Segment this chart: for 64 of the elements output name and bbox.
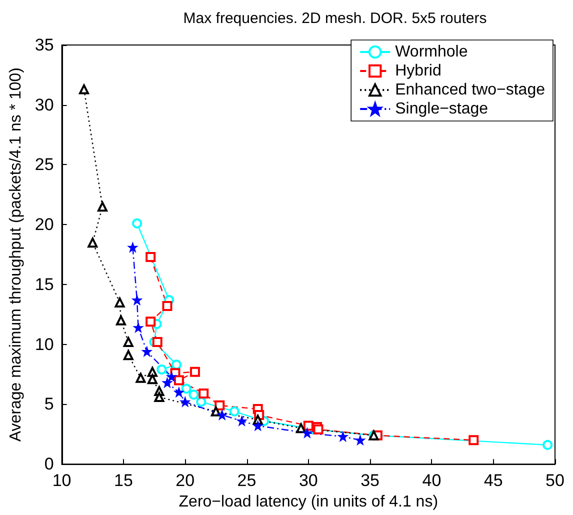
point (142, 346, 152, 356)
point (296, 423, 306, 434)
point (147, 374, 158, 384)
point (196, 396, 206, 407)
point (132, 218, 142, 228)
x-tick-label: 30 (298, 471, 318, 490)
point (154, 392, 164, 402)
x-tick-label: 45 (484, 471, 503, 490)
point (162, 301, 172, 312)
point (174, 388, 184, 397)
y-tick-label: 5 (44, 394, 54, 414)
point (174, 375, 184, 386)
y-tick-label: 25 (34, 155, 54, 174)
legend-label: Enhanced two−stage (395, 82, 546, 98)
point (217, 410, 227, 420)
point (128, 242, 138, 252)
x-tick-label: 25 (237, 471, 256, 490)
point (468, 435, 479, 446)
point (79, 84, 90, 94)
point (198, 388, 209, 398)
y-tick-label: 30 (34, 95, 54, 114)
point (134, 322, 143, 332)
point (214, 400, 225, 410)
y-tick-label: 35 (34, 36, 54, 54)
point (152, 336, 162, 347)
x-tick-label: 35 (360, 471, 380, 490)
point (542, 440, 553, 450)
legend-label: Single−stage (395, 100, 488, 118)
x-axis-title: Zero−load latency (in units of 4.1 ns) (178, 494, 438, 510)
point (132, 295, 142, 305)
point (338, 432, 348, 442)
point (116, 315, 126, 326)
y-tick-label: 0 (44, 454, 54, 474)
legend-label: Hybrid (395, 62, 442, 80)
x-tick-label: 20 (176, 471, 195, 490)
point (166, 372, 176, 382)
y-tick-label: 10 (34, 334, 54, 354)
point (146, 252, 156, 262)
point (253, 421, 262, 430)
point (237, 416, 246, 426)
point (88, 238, 98, 248)
y-tick-label: 15 (34, 274, 54, 294)
point (146, 316, 156, 327)
x-tick-label: 15 (114, 471, 133, 490)
point (190, 366, 200, 377)
point (171, 360, 182, 370)
point (180, 397, 190, 406)
point (136, 372, 146, 383)
legend-label: Wormhole (395, 44, 468, 60)
y-axis-title: Average maximum throughput (packets/4.1 ns * 100) (8, 67, 24, 442)
x-tick-label: 50 (546, 471, 564, 490)
point (188, 390, 199, 400)
point (156, 364, 167, 374)
point (123, 350, 134, 360)
point (123, 336, 134, 347)
chart-title: Max frequencies. 2D mesh. DOR. 5x5 routers (183, 10, 487, 27)
y-tick-label: 20 (34, 215, 54, 234)
point (229, 406, 240, 416)
point (114, 297, 125, 308)
x-tick-label: 40 (422, 471, 442, 490)
point (313, 424, 324, 434)
point (97, 202, 108, 212)
point (181, 384, 192, 394)
point (302, 428, 312, 438)
